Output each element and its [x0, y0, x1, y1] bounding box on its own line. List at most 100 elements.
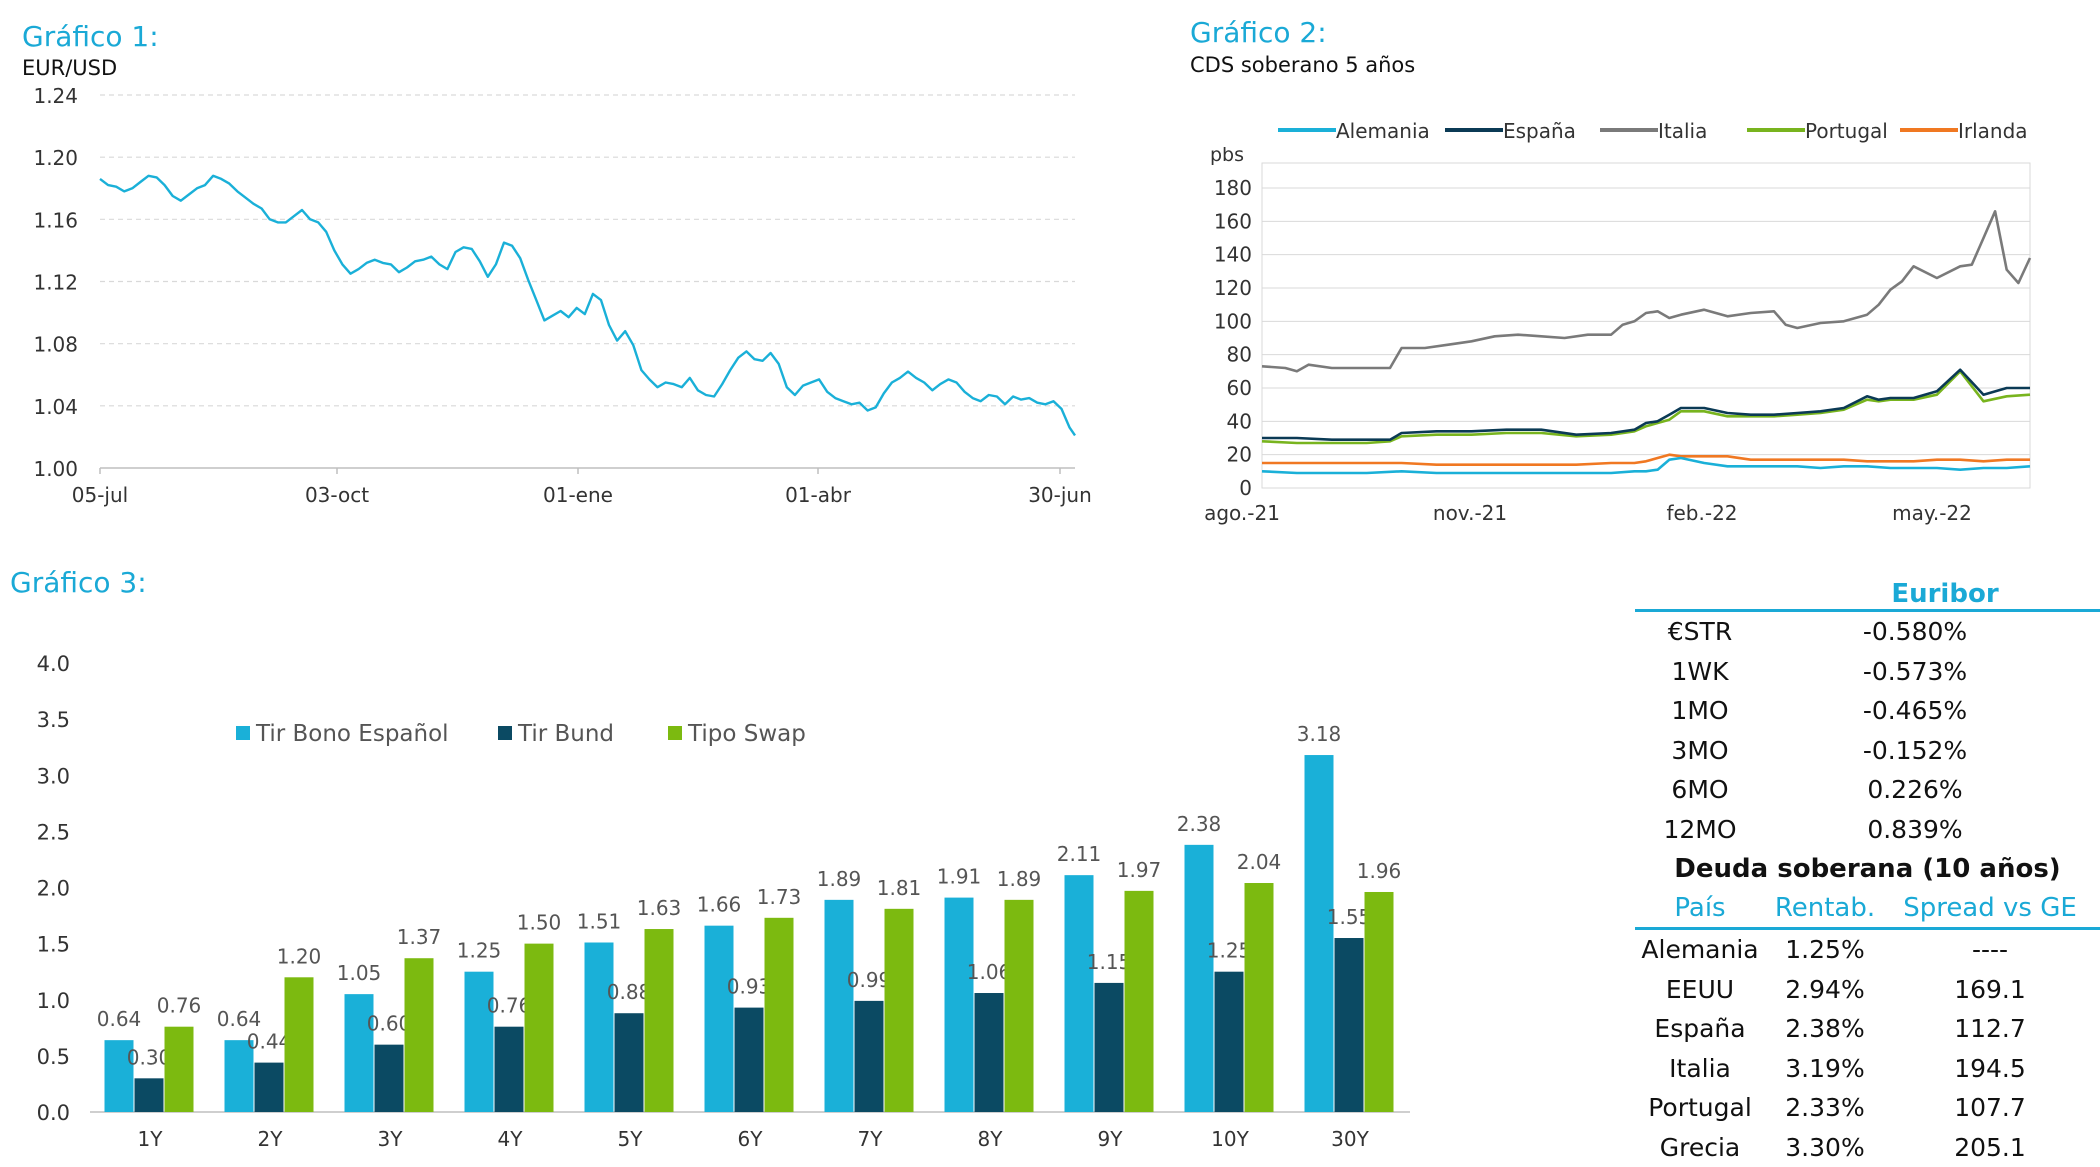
sovereign-header-country: País	[1635, 893, 1765, 923]
bar-tir-bono-español	[1305, 755, 1334, 1112]
chart2-subtitle: CDS soberano 5 años	[1190, 53, 1415, 77]
sovereign-title: Deuda soberana (10 años)	[1635, 849, 2100, 889]
x-tick-label: 4Y	[498, 1127, 524, 1151]
data-label: 2.04	[1237, 850, 1282, 874]
euribor-rate: -0.465%	[1765, 696, 2065, 725]
legend-swatch	[668, 726, 682, 740]
chart3-title: Gráfico 3:	[10, 566, 147, 599]
y-tick-label: 80	[1227, 343, 1252, 367]
euribor-rate: 0.839%	[1765, 815, 2065, 844]
bar-tir-bund	[375, 1045, 404, 1112]
x-tick-label: 01-abr	[785, 483, 852, 507]
bar-tipo-swap	[165, 1027, 194, 1112]
y-tick-label: 1.16	[33, 208, 78, 232]
bar-tipo-swap	[525, 944, 554, 1112]
sovereign-header-spread: Spread vs GE	[1885, 893, 2095, 923]
bar-tipo-swap	[405, 958, 434, 1112]
sovereign-yield: 1.25%	[1765, 935, 1885, 964]
y-tick-label: 40	[1227, 409, 1252, 433]
x-tick-label: 30Y	[1331, 1127, 1369, 1151]
x-tick-label: 5Y	[618, 1127, 644, 1151]
x-tick-label: 8Y	[978, 1127, 1004, 1151]
chart1-subtitle: EUR/USD	[22, 56, 117, 80]
legend-label: Tipo Swap	[687, 721, 806, 747]
bar-tipo-swap	[885, 909, 914, 1112]
y-tick-label: 20	[1227, 443, 1252, 467]
data-label: 1.66	[697, 893, 742, 917]
data-label: 0.64	[97, 1007, 142, 1031]
y-tick-label: 2.5	[37, 820, 70, 844]
bar-tir-bund	[975, 993, 1004, 1112]
x-tick-label: 05-jul	[72, 483, 128, 507]
series-line-portugal	[1262, 371, 2030, 443]
euribor-row: 1MO-0.465%	[1635, 691, 2100, 731]
x-tick-label: 1Y	[138, 1127, 164, 1151]
data-label: 1.89	[997, 867, 1042, 891]
y-tick-label: 1.24	[33, 84, 78, 108]
data-label: 1.73	[757, 885, 802, 909]
data-label: 1.25	[457, 939, 502, 963]
sovereign-yield: 2.38%	[1765, 1014, 1885, 1043]
legend-label-alemania: Alemania	[1336, 119, 1430, 143]
euribor-tenor: 3MO	[1635, 736, 1765, 765]
series-line-irlanda	[1262, 455, 2030, 465]
y-tick-label: 140	[1214, 243, 1252, 267]
bar-tipo-swap	[1005, 900, 1034, 1112]
y-tick-label: 0.0	[37, 1101, 70, 1125]
data-label: 1.37	[397, 925, 442, 949]
y-tick-label: 100	[1214, 309, 1252, 333]
sovereign-spread: 112.7	[1885, 1014, 2095, 1043]
sovereign-country: Grecia	[1635, 1133, 1765, 1162]
x-tick-label: 9Y	[1098, 1127, 1124, 1151]
legend-label: Tir Bund	[517, 721, 614, 747]
rates-table: Euribor €STR-0.580%1WK-0.573%1MO-0.465%3…	[1635, 575, 2100, 1167]
y-tick-label: 1.08	[33, 333, 78, 357]
legend-swatch	[236, 726, 250, 740]
bar-tir-bono-español	[585, 943, 614, 1112]
sovereign-country: EEUU	[1635, 975, 1765, 1004]
x-tick-label: 6Y	[738, 1127, 764, 1151]
bar-tipo-swap	[285, 977, 314, 1112]
euribor-tenor: 6MO	[1635, 775, 1765, 804]
y-tick-label: 1.20	[33, 146, 78, 170]
y-tick-label: 0.5	[37, 1045, 70, 1069]
euribor-rate: -0.580%	[1765, 617, 2065, 646]
bar-tipo-swap	[765, 918, 794, 1112]
bar-tipo-swap	[645, 929, 674, 1112]
euribor-tenor: 1WK	[1635, 657, 1765, 686]
sovereign-yield: 3.30%	[1765, 1133, 1885, 1162]
y-axis-unit: pbs	[1210, 144, 1244, 166]
y-tick-label: 1.04	[33, 395, 78, 419]
series-line-españa	[1262, 370, 2030, 440]
sovereign-country: Portugal	[1635, 1093, 1765, 1122]
euribor-header: Euribor	[1825, 579, 2065, 609]
data-label: 1.50	[517, 911, 562, 935]
euribor-rate: 0.226%	[1765, 775, 2065, 804]
data-label: 1.89	[817, 867, 862, 891]
legend-label-portugal: Portugal	[1805, 119, 1888, 143]
bar-tir-bund	[495, 1027, 524, 1112]
bar-tir-bono-español	[1065, 875, 1094, 1112]
bar-tipo-swap	[1365, 892, 1394, 1112]
y-tick-label: 1.5	[37, 933, 70, 957]
sovereign-spread: ----	[1885, 935, 2095, 964]
data-label: 2.11	[1057, 842, 1102, 866]
legend-swatch	[498, 726, 512, 740]
x-tick-label: feb.-22	[1666, 501, 1737, 525]
y-tick-label: 1.00	[33, 457, 78, 481]
y-tick-label: 60	[1227, 376, 1252, 400]
x-tick-label: 30-jun	[1028, 483, 1092, 507]
euribor-row: 3MO-0.152%	[1635, 731, 2100, 771]
y-tick-label: 4.0	[37, 652, 70, 676]
sovereign-country: España	[1635, 1014, 1765, 1043]
sovereign-spread: 205.1	[1885, 1133, 2095, 1162]
euribor-tenor: 1MO	[1635, 696, 1765, 725]
